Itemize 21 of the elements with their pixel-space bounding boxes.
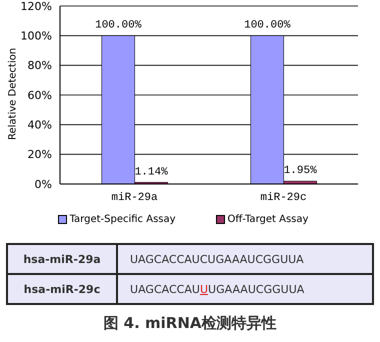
text: hsa-miR-29c xyxy=(7,274,117,304)
data-label: 1.95% xyxy=(284,165,318,178)
legend-label: Off-Target Assay xyxy=(226,214,308,225)
text: 图 4. miRNA检测特异性 xyxy=(102,314,278,333)
x-tick-label: miR-29a xyxy=(111,192,158,204)
x-tick-label: miR-29c xyxy=(260,192,307,204)
data-label: 1.14% xyxy=(134,166,168,178)
y-tick-label: 120% xyxy=(20,0,52,13)
data-label: 100.00% xyxy=(244,20,291,32)
y-tick-label: 0% xyxy=(34,178,52,191)
text: UAGCACCAUUUGAAAUCGGUUA xyxy=(130,282,304,296)
y-axis-title: Relative Detection xyxy=(8,48,19,140)
y-tick-label: 100% xyxy=(20,30,52,43)
y-tick-label: 60% xyxy=(28,88,52,102)
y-tick-label: 20% xyxy=(28,148,52,162)
y-tick-label: 40% xyxy=(28,118,52,132)
y-tick-label: 80% xyxy=(28,59,52,72)
legend-label: Target-Specific Assay xyxy=(68,214,176,225)
data-label: 100.00% xyxy=(95,20,142,32)
text: hsa-miR-29a xyxy=(7,244,117,274)
text: UAGCACCAUCUGAAAUCGGUUA xyxy=(117,244,373,274)
